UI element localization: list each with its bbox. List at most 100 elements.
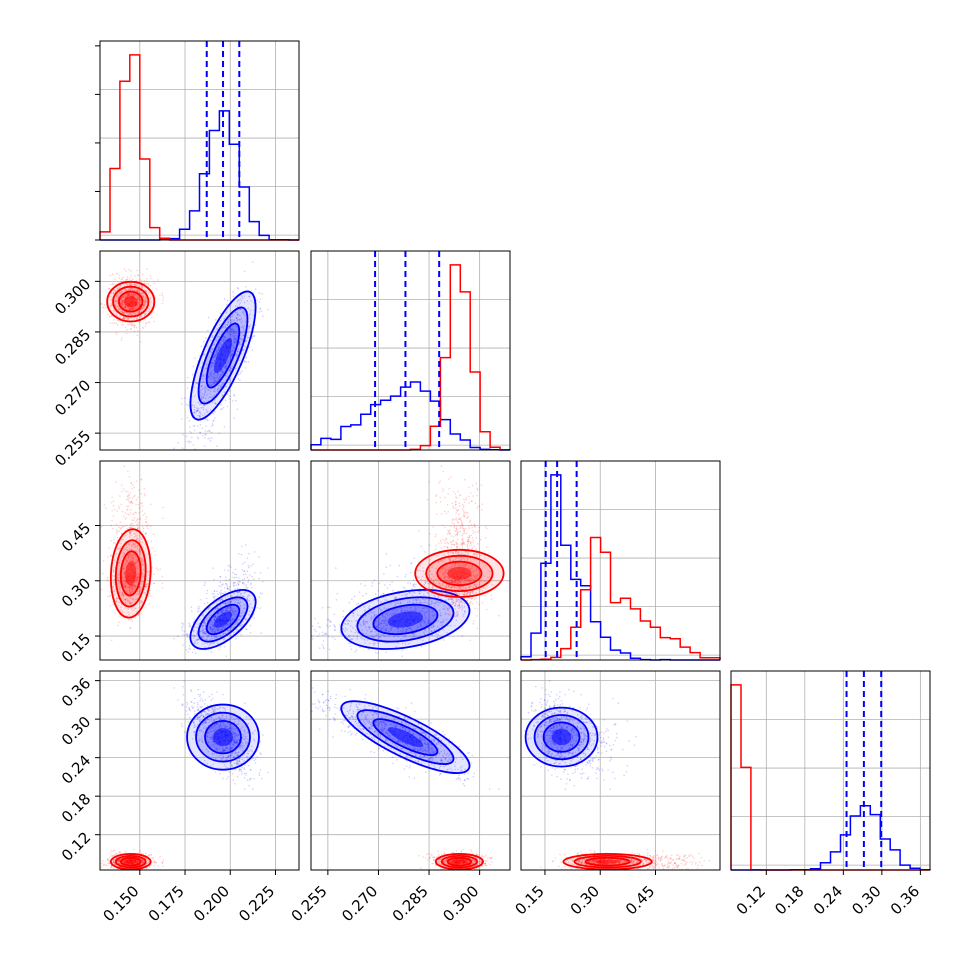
sample-point <box>446 541 449 544</box>
sample-point <box>371 581 374 584</box>
sample-point <box>478 526 481 529</box>
sample-point <box>118 507 121 510</box>
sample-point <box>359 583 362 585</box>
sample-point <box>233 417 235 420</box>
sample-point <box>258 556 261 558</box>
sample-point <box>152 533 155 536</box>
sample-point <box>211 348 213 350</box>
sample-point <box>121 321 124 323</box>
sample-point <box>107 576 109 579</box>
sample-point <box>241 320 243 323</box>
sample-point <box>209 390 212 393</box>
sample-point <box>107 556 109 558</box>
sample-point <box>470 523 473 526</box>
sample-point <box>229 330 232 333</box>
sample-point <box>215 595 217 597</box>
sample-point <box>210 373 212 376</box>
sample-point <box>481 508 483 511</box>
sample-point <box>201 384 203 387</box>
sample-point <box>244 348 246 351</box>
sample-point <box>476 627 479 630</box>
sample-point <box>468 597 471 600</box>
sample-point <box>232 576 234 579</box>
sample-point <box>230 367 233 370</box>
sample-point <box>182 644 184 646</box>
sample-point <box>385 566 388 568</box>
sample-point <box>115 331 117 333</box>
sample-point <box>119 495 121 497</box>
sample-point <box>200 345 203 348</box>
sample-point <box>186 636 189 638</box>
sample-point <box>214 399 216 401</box>
sample-point <box>246 300 249 302</box>
sample-point <box>189 426 191 429</box>
sample-point <box>173 638 175 640</box>
sample-point <box>353 595 356 598</box>
sample-point <box>262 580 264 583</box>
sample-point <box>211 401 214 403</box>
sample-point <box>267 567 270 569</box>
sample-point <box>444 539 446 542</box>
sample-point <box>233 342 235 344</box>
sample-point <box>194 411 196 414</box>
sample-point <box>153 582 155 585</box>
sample-point <box>193 429 196 432</box>
sample-point <box>202 340 205 343</box>
sample-point <box>211 422 214 425</box>
sample-point <box>473 526 476 528</box>
sample-point <box>439 496 441 499</box>
sample-point <box>226 585 229 588</box>
sample-point <box>199 391 201 394</box>
sample-point <box>254 288 257 291</box>
sample-point <box>248 552 250 555</box>
sample-point <box>215 319 217 321</box>
sample-point <box>103 304 106 306</box>
sample-point <box>209 409 212 412</box>
sample-point <box>106 578 108 580</box>
sample-point <box>154 554 157 557</box>
sample-point <box>461 601 464 604</box>
sample-point <box>129 497 131 499</box>
sample-point <box>474 607 476 609</box>
sample-point <box>442 490 445 493</box>
sample-point <box>472 539 475 541</box>
sample-point <box>157 279 159 281</box>
sample-point <box>204 581 206 584</box>
sample-point <box>124 512 127 514</box>
sample-point <box>218 376 221 379</box>
sample-point <box>236 336 239 338</box>
sample-point <box>118 277 121 280</box>
sample-point <box>190 606 193 608</box>
sample-point <box>115 273 118 276</box>
sample-point <box>194 425 196 427</box>
sample-point <box>252 563 255 565</box>
sample-point <box>157 569 159 571</box>
sample-point <box>237 287 239 290</box>
sample-point <box>217 349 220 351</box>
sample-point <box>221 394 224 397</box>
sample-point <box>212 356 215 359</box>
sample-point <box>190 626 192 628</box>
sample-point <box>205 391 207 393</box>
sample-point <box>110 524 112 527</box>
sample-point <box>409 571 412 574</box>
sample-point <box>258 577 260 580</box>
sample-point <box>227 331 229 333</box>
sample-point <box>145 518 147 520</box>
sample-point <box>191 651 194 654</box>
sample-point <box>129 492 131 494</box>
sample-point <box>212 424 214 427</box>
sample-point <box>206 597 208 600</box>
sample-point <box>202 408 205 411</box>
sample-point <box>203 404 206 407</box>
sample-point <box>445 606 447 609</box>
sample-point <box>357 602 360 605</box>
sample-point <box>141 510 144 512</box>
sample-point <box>199 423 202 426</box>
sample-point <box>239 314 241 317</box>
sample-point <box>443 639 445 641</box>
sample-point <box>242 349 244 351</box>
sample-point <box>231 315 233 318</box>
sample-point <box>155 288 158 291</box>
